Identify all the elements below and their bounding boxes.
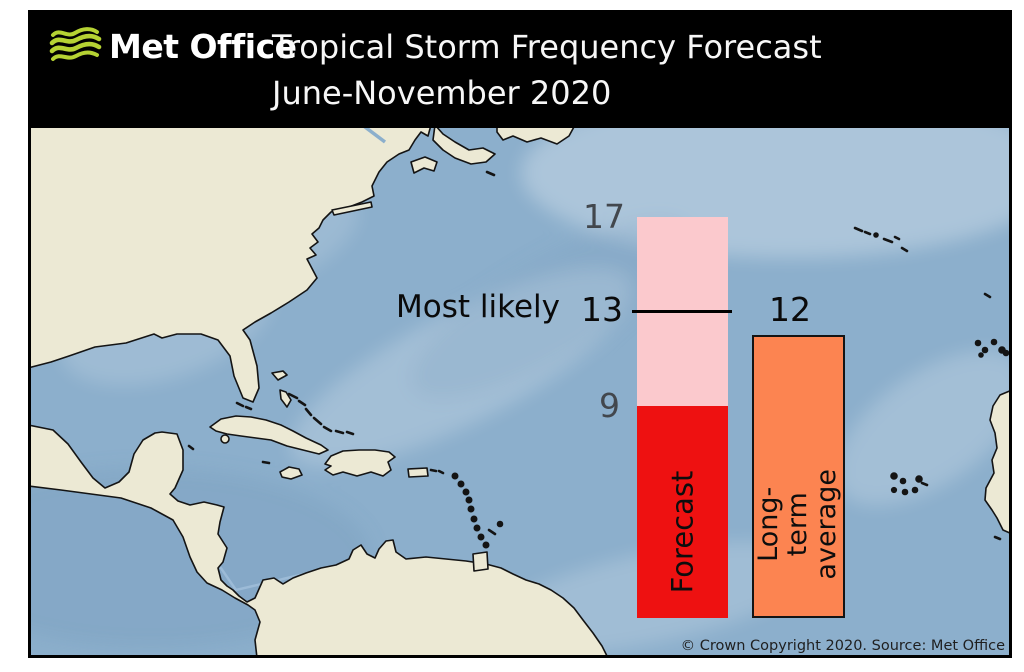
trinidad [472, 551, 489, 572]
newfoundland [496, 128, 575, 145]
met-office-wordmark: Met Office [109, 26, 297, 66]
north-america [31, 128, 432, 403]
long-island-bahamas [279, 389, 292, 408]
long-island [331, 201, 373, 216]
met-office-waves-icon [48, 26, 102, 66]
header-bar: Met Office Tropical Storm Frequency Fore… [28, 10, 1012, 128]
atlantic-basin-map: © Crown Copyright 2020. Source: Met Offi… [31, 128, 1009, 655]
andros-island [271, 370, 288, 381]
copyright-notice: © Crown Copyright 2020. Source: Met Offi… [680, 638, 1005, 654]
jamaica [279, 466, 303, 480]
graphic-title: Tropical Storm Frequency Forecast [272, 28, 822, 66]
central-south-america [31, 424, 608, 655]
landmasses [31, 128, 1009, 655]
cape-cod [410, 156, 438, 174]
nova-scotia [432, 128, 496, 165]
map-illustration [31, 128, 1009, 655]
africa-coast [984, 390, 1009, 534]
met-office-logo: Met Office [48, 26, 297, 66]
puerto-rico [407, 467, 429, 478]
cuba [209, 415, 329, 455]
graphic-subtitle: June-November 2020 [272, 74, 612, 112]
isle-of-youth [220, 434, 230, 444]
framed-graphic: Met Office Tropical Storm Frequency Fore… [28, 10, 1012, 658]
st-lawrence-inlet [363, 128, 387, 144]
small-islands [187, 170, 1009, 549]
hispaniola [324, 449, 396, 477]
